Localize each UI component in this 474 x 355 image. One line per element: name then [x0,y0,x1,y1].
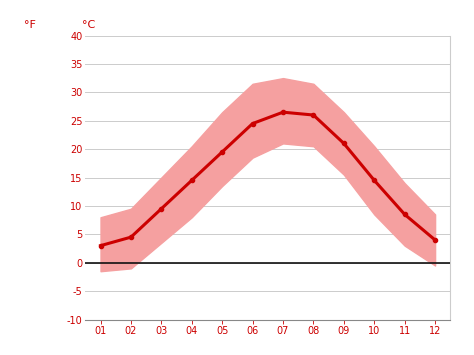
Text: °F: °F [24,20,36,30]
Text: °C: °C [82,20,95,30]
